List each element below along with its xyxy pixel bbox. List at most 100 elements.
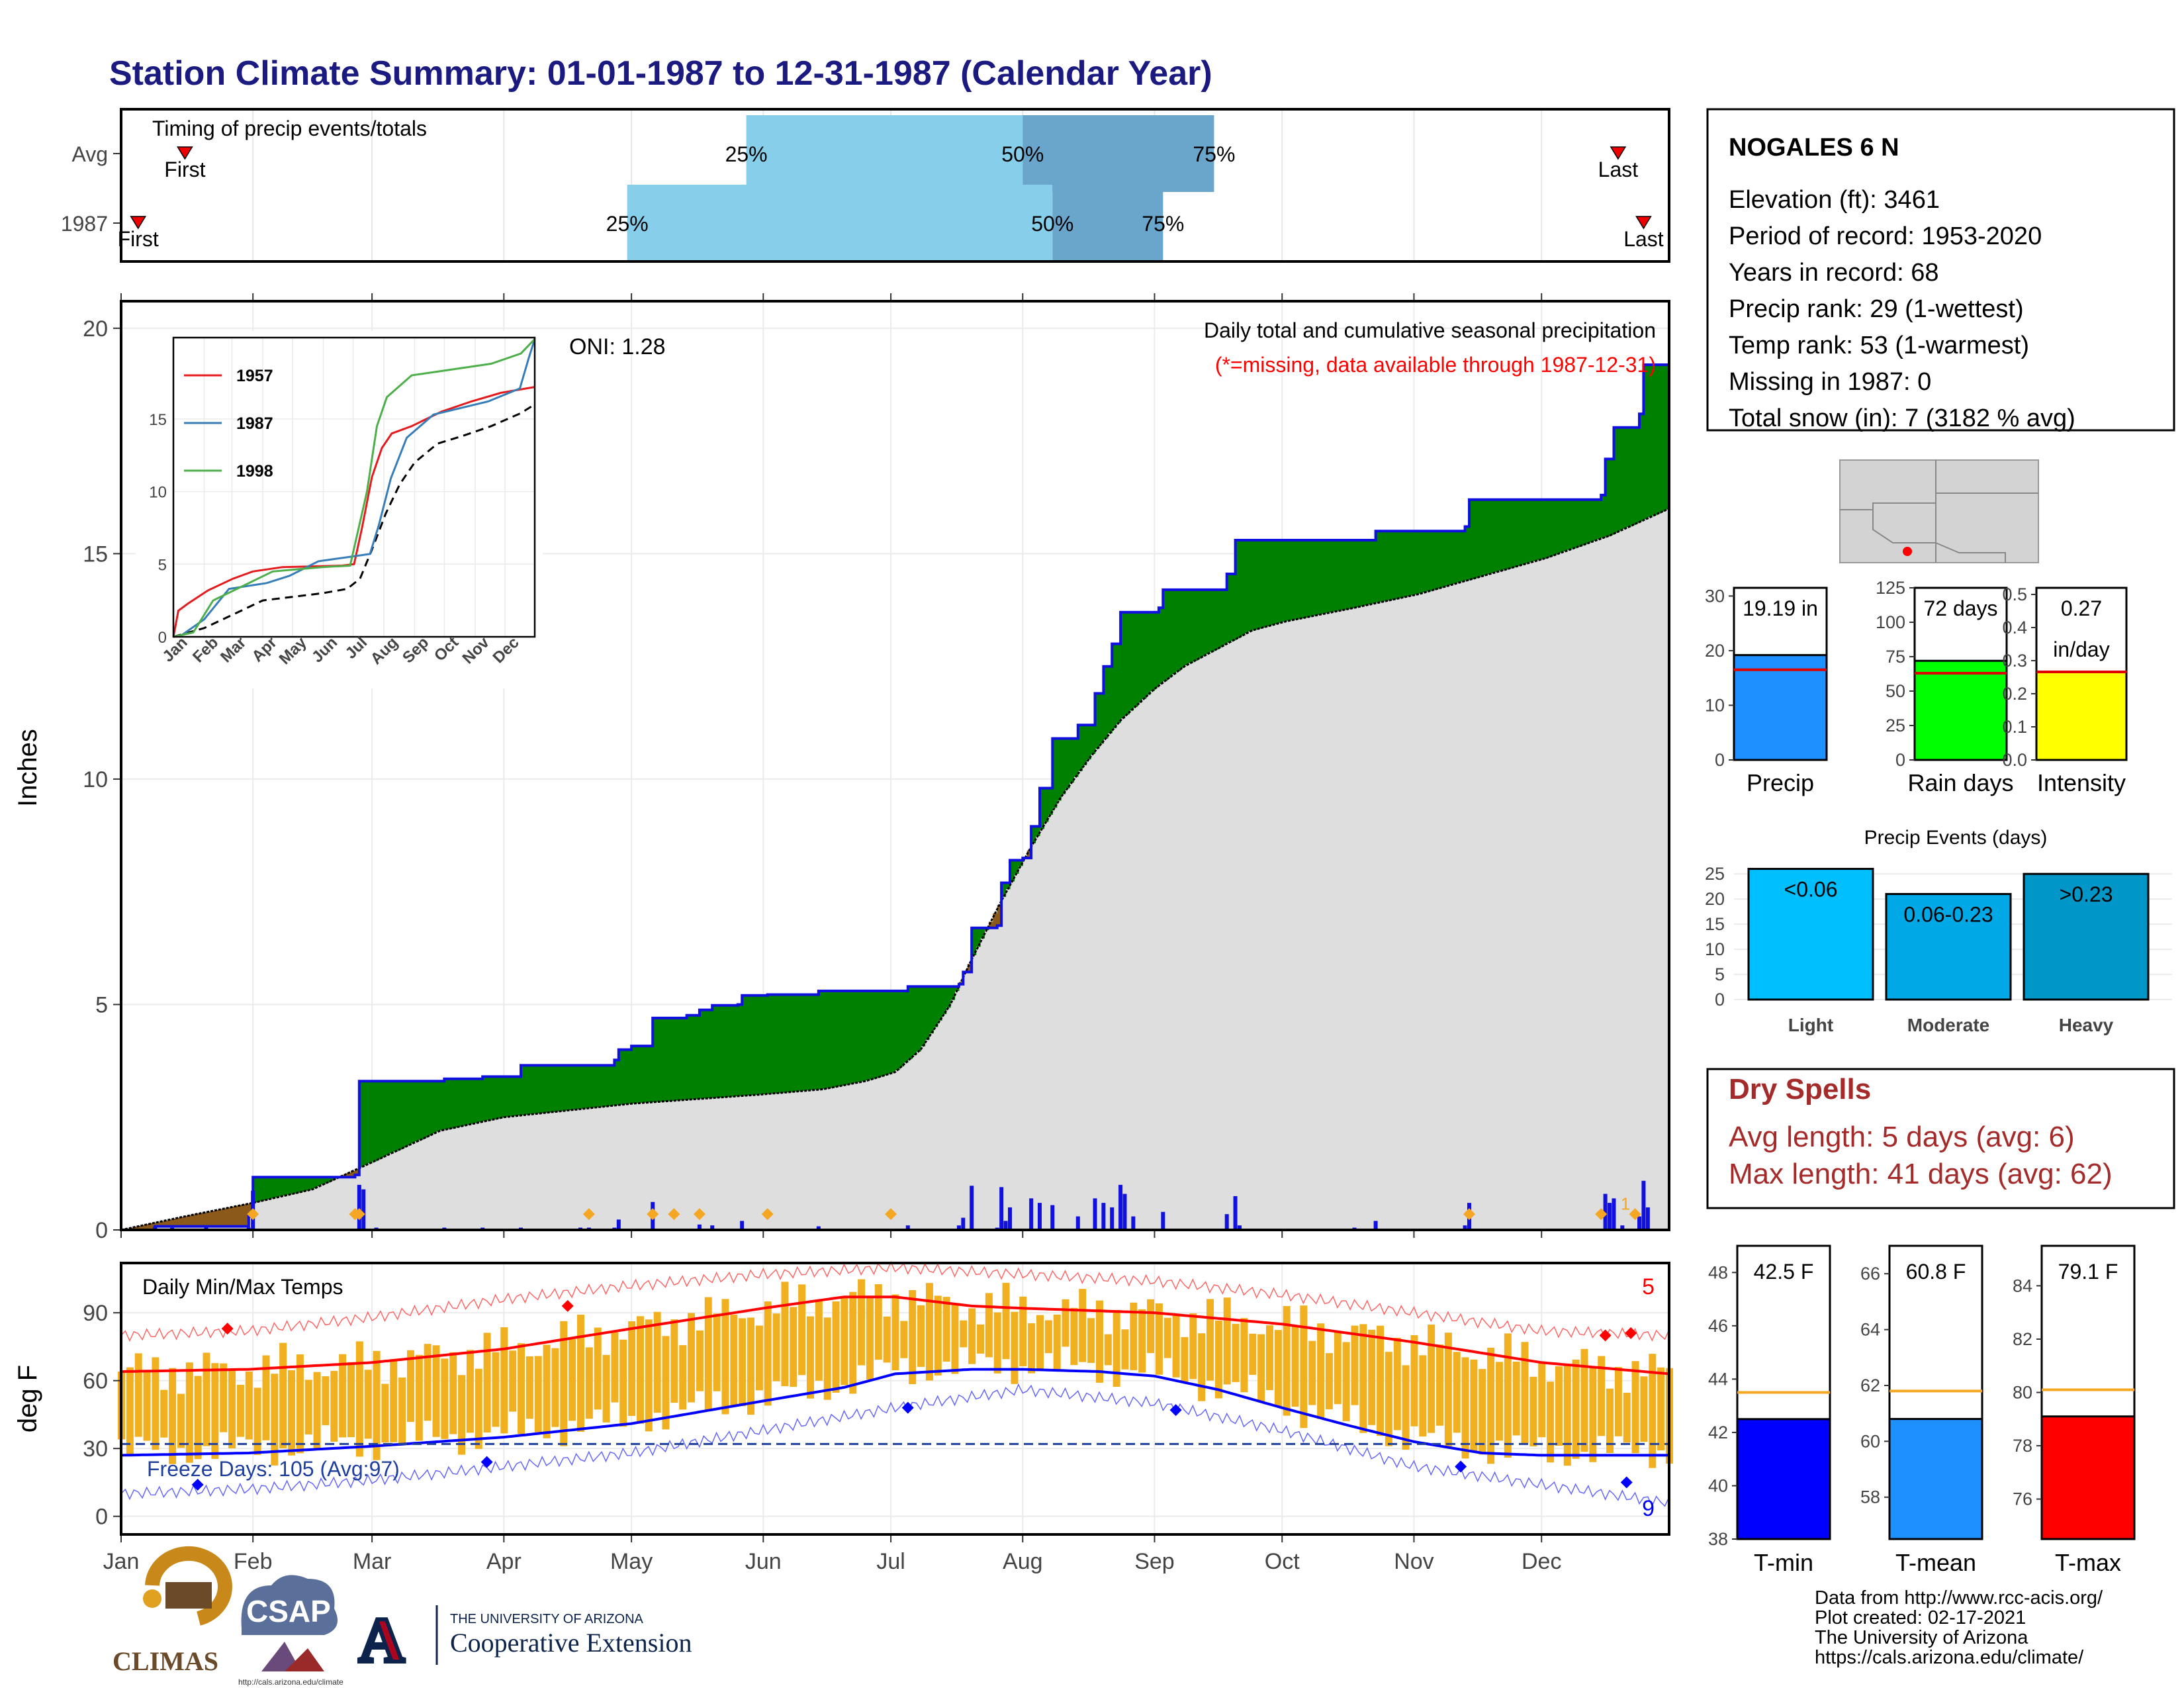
precip-surplus-bar — [1482, 499, 1487, 576]
precip-surplus-bar — [1277, 539, 1283, 624]
temperature-panel: 0 30 60 90 Jan Feb Mar Apr May Jun Jul Aug Sep Oct Nov… — [13, 1260, 1673, 1574]
daily-temp-bar — [1130, 1302, 1138, 1370]
daily-temp-bar — [1368, 1329, 1376, 1425]
inset-legend-label: 1987 — [236, 414, 273, 433]
precip-event-label: Heavy — [2059, 1015, 2114, 1035]
y-axis-label: deg F — [13, 1365, 42, 1432]
precip-deficit-bar — [214, 1209, 220, 1227]
daily-temp-bar — [1649, 1354, 1657, 1468]
daily-temp-bar — [790, 1307, 797, 1387]
daily-temp-bar — [832, 1301, 840, 1393]
precip-surplus-bar — [1205, 589, 1210, 654]
daily-temp-bar — [203, 1352, 210, 1446]
precip-surplus-bar — [316, 1177, 322, 1187]
precip-surplus-bar — [895, 991, 900, 1070]
daily-temp-bar — [518, 1343, 525, 1434]
precip-deficit-bar — [210, 1211, 215, 1227]
y-tick-label: 64 — [1860, 1320, 1880, 1340]
precip-surplus-bar — [635, 1046, 641, 1103]
daily-temp-bar — [398, 1377, 406, 1444]
daily-temp-bar — [279, 1342, 287, 1448]
station-location-marker — [1903, 547, 1912, 556]
precip-deficit-bar — [185, 1215, 190, 1227]
month-label: Aug — [1003, 1549, 1043, 1574]
temp-value-label: 79.1 F — [2058, 1260, 2118, 1284]
precip-surplus-bar — [283, 1177, 288, 1196]
daily-temp-bar — [764, 1301, 772, 1406]
record-high-marker — [1599, 1329, 1612, 1342]
precip-surplus-bar — [776, 994, 781, 1094]
daily-temp-bar — [466, 1350, 474, 1433]
precip-surplus-bar — [686, 1015, 692, 1100]
y-tick-label: 0.2 — [2002, 684, 2027, 704]
daily-temp-bar — [1206, 1299, 1214, 1381]
daily-temp-bar — [339, 1354, 347, 1438]
precip-surplus-bar — [521, 1065, 526, 1115]
precip-surplus-bar — [1610, 459, 1615, 535]
precip-surplus-bar — [1414, 531, 1419, 595]
precip-surplus-bar — [465, 1078, 471, 1125]
daily-temp-bar — [747, 1317, 755, 1415]
precip-surplus-bar — [495, 1076, 500, 1119]
daily-temp-bar — [390, 1359, 398, 1442]
precip-surplus-bar — [1112, 643, 1117, 729]
precip-surplus-bar — [1614, 427, 1619, 533]
daily-temp-bar — [1087, 1318, 1095, 1363]
daily-temp-bar — [806, 1316, 814, 1399]
precip-surplus-bar — [397, 1081, 402, 1150]
daily-temp-bar — [322, 1376, 330, 1425]
y-tick-label: 75 — [1886, 647, 1905, 667]
timing-panel: 25% 50% 75% First Last Avg 25% 50% 75% First Last 1… — [61, 108, 1670, 263]
precip-surplus-bar — [1469, 499, 1475, 579]
daily-precip-bar — [816, 1226, 821, 1230]
precip-surplus-bar — [639, 1046, 645, 1103]
temp-title: Daily Min/Max Temps — [142, 1275, 343, 1299]
daily-temp-bar — [849, 1291, 857, 1394]
precip-surplus-bar — [1210, 589, 1215, 652]
precip-surplus-bar — [1643, 365, 1649, 520]
precip-surplus-bar — [1380, 531, 1385, 602]
precip-surplus-bar — [818, 991, 823, 1090]
daily-temp-bar — [951, 1304, 959, 1374]
daily-precip-bar — [1612, 1198, 1616, 1230]
temp-value-label: 42.5 F — [1754, 1260, 1814, 1284]
y-tick-label: 60 — [83, 1369, 108, 1394]
precip-deficit-bar — [236, 1205, 241, 1227]
daily-temp-bar — [381, 1383, 389, 1443]
timing-row-label: 1987 — [61, 212, 108, 236]
daily-temp-bar — [653, 1311, 661, 1413]
precip-surplus-bar — [767, 994, 772, 1094]
daily-temp-bar — [1606, 1388, 1614, 1454]
inset-normal-line — [173, 403, 535, 638]
precip-surplus-bar — [1477, 499, 1482, 577]
daily-temp-bar — [1079, 1289, 1087, 1362]
precip-surplus-bar — [716, 1005, 721, 1098]
y-tick-label: 25 — [1705, 864, 1725, 884]
precip-surplus-bar — [1596, 499, 1602, 539]
daily-temp-bar — [1529, 1376, 1537, 1447]
record-low-marker — [901, 1401, 914, 1414]
daily-temp-bar — [960, 1320, 968, 1348]
precip-surplus-bar — [1099, 693, 1104, 744]
precip-surplus-bar — [1218, 589, 1223, 647]
normal-cumulative-area — [121, 508, 1669, 1230]
precip-surplus-bar — [1056, 738, 1062, 801]
precip-deficit-bar — [346, 1172, 351, 1178]
daily-temp-bar — [1572, 1359, 1580, 1459]
precip-surplus-bar — [555, 1065, 560, 1112]
daily-temp-bar — [977, 1324, 985, 1354]
daily-temp-bar — [1631, 1361, 1639, 1454]
month-label: Feb — [234, 1549, 273, 1574]
timing-bar-q25-q50 — [746, 115, 1023, 192]
station-line: Precip rank: 29 (1-wettest) — [1729, 295, 2024, 323]
record-high-marker — [1625, 1327, 1637, 1339]
missing-note: (*=missing, data available through 1987-… — [1215, 353, 1656, 377]
daily-precip-bar — [1224, 1214, 1229, 1230]
precip-surplus-bar — [1418, 531, 1423, 594]
dry-spells-box: Dry Spells Avg length: 5 days (avg: 6) M… — [1706, 1068, 2175, 1209]
daily-temp-bar — [1163, 1317, 1171, 1358]
summary-bar — [2035, 671, 2128, 761]
precip-surplus-bar — [1307, 539, 1312, 617]
precip-surplus-bar — [461, 1078, 467, 1126]
daily-temp-bar — [619, 1339, 627, 1427]
